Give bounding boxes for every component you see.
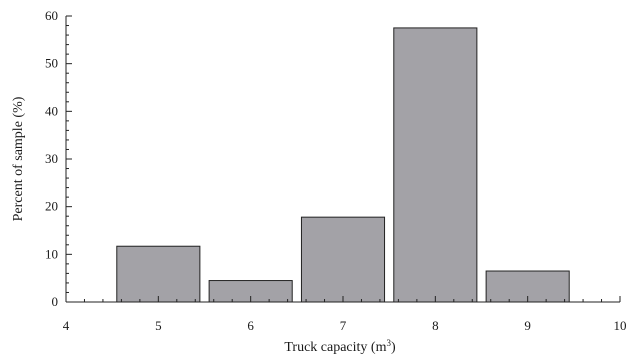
x-tick-label-4: 4 bbox=[63, 318, 70, 333]
bar-5 bbox=[116, 245, 201, 303]
y-tick-label-0: 0 bbox=[52, 294, 59, 309]
x-axis-label-superscript: 3 bbox=[386, 338, 391, 348]
bar-8 bbox=[393, 27, 478, 303]
x-axis-label-main: Truck capacity (m bbox=[284, 340, 386, 354]
x-tick-label-5: 5 bbox=[155, 318, 162, 333]
bar-7 bbox=[300, 216, 386, 303]
x-axis-label: Truck capacity (m3) bbox=[284, 338, 396, 354]
bars-group bbox=[116, 27, 570, 303]
y-axis-label: Percent of sample (%) bbox=[11, 96, 26, 221]
y-tick-label-30: 30 bbox=[45, 151, 58, 166]
y-tick-label-20: 20 bbox=[45, 199, 58, 214]
x-ticks-group: 4 5 6 7 8 9 10 bbox=[63, 296, 627, 333]
x-tick-label-7: 7 bbox=[340, 318, 347, 333]
x-tick-label-10: 10 bbox=[614, 318, 627, 333]
y-tick-label-60: 60 bbox=[45, 8, 58, 23]
y-tick-label-40: 40 bbox=[45, 103, 58, 118]
y-tick-label-50: 50 bbox=[45, 56, 58, 71]
y-tick-label-10: 10 bbox=[45, 246, 58, 261]
y-ticks-group: 0 10 20 30 40 50 60 bbox=[45, 8, 72, 309]
x-axis-label-suffix: ) bbox=[391, 340, 396, 354]
x-tick-label-8: 8 bbox=[432, 318, 439, 333]
x-tick-label-9: 9 bbox=[524, 318, 531, 333]
x-tick-label-6: 6 bbox=[247, 318, 254, 333]
